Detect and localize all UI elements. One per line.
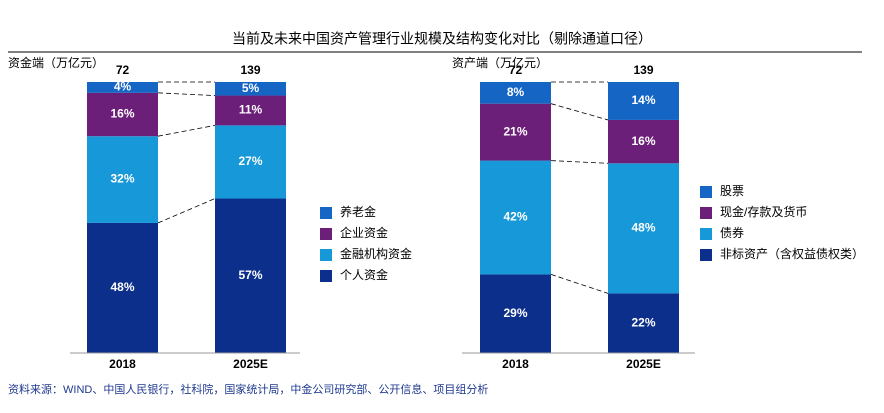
bar-segment [608,82,679,120]
bar-total: 72 [509,63,523,77]
bar-segment [608,119,679,164]
bar-segment [608,293,679,353]
bar-segment [480,82,551,104]
bar-segment [87,92,158,137]
legend-swatch [700,228,712,240]
chart-title: 当前及未来中国资产管理行业规模及结构变化对比（剔除通道口径） [232,31,652,47]
legend-swatch [320,270,332,282]
legend-label: 企业资金 [340,225,388,240]
connector [157,198,216,224]
connector [550,160,609,164]
legend-label: 现金/存款及货币 [720,204,807,219]
segment-label: 48% [631,221,655,235]
bar-segment [215,95,286,126]
legend-swatch [320,249,332,261]
segment-label: 48% [110,280,134,294]
source-note: 资料来源：WIND、中国人民银行，社科院，国家统计局，中金公司研究部、公开信息、… [8,382,488,396]
segment-label: 14% [631,93,655,107]
segment-label: 57% [238,268,262,282]
segment-label: 42% [503,210,527,224]
segment-label: 16% [631,134,655,148]
bar-segment [87,222,158,353]
legend-swatch [320,228,332,240]
bar-segment [87,82,158,93]
bar-segment [215,125,286,199]
segment-label: 4% [114,80,132,94]
bar-total: 139 [240,63,260,77]
segment-label: 21% [503,124,527,138]
bar-segment [608,163,679,294]
legend-swatch [320,207,332,219]
chart-subtitle: 资产端（万亿元） [452,55,548,70]
connector [157,92,216,96]
bar-segment [480,103,551,161]
chart-subtitle: 资金端（万亿元） [8,55,104,70]
segment-label: 27% [238,154,262,168]
bar-segment [480,274,551,353]
bar-segment [87,136,158,223]
segment-label: 5% [242,81,260,95]
segment-label: 22% [631,315,655,329]
x-tick-label: 2018 [109,357,136,371]
segment-label: 32% [110,172,134,186]
segment-label: 8% [507,85,525,99]
bar-segment [480,160,551,275]
legend-label: 股票 [720,184,744,198]
bar-segment [215,82,286,96]
bar-total: 72 [116,63,130,77]
connector [550,103,609,121]
legend-swatch [700,249,712,261]
x-tick-label: 2025E [233,357,268,371]
legend-label: 非标资产（含权益债权类） [720,246,864,261]
legend-label: 债券 [720,225,744,240]
legend-label: 养老金 [340,204,376,219]
bar-total: 139 [633,63,653,77]
legend-label: 金融机构资金 [340,246,412,261]
connector [550,274,609,294]
bar-segment [215,198,286,353]
segment-label: 29% [503,306,527,320]
connector [157,124,216,137]
segment-label: 16% [110,107,134,121]
legend-swatch [700,186,712,198]
legend-label: 个人资金 [340,267,388,282]
segment-label: 11% [239,103,263,117]
legend-swatch [700,207,712,219]
x-tick-label: 2025E [626,357,661,371]
x-tick-label: 2018 [502,357,529,371]
